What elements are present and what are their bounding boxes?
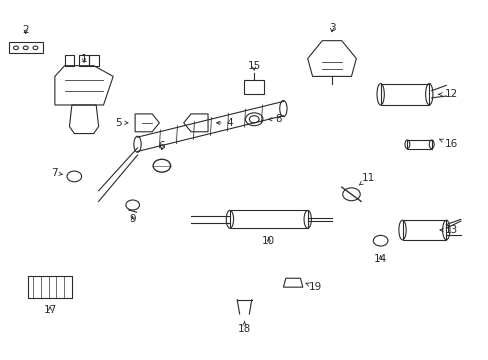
Text: 4: 4 [216, 118, 233, 128]
Text: 5: 5 [115, 118, 128, 128]
Text: 17: 17 [43, 305, 57, 315]
Text: 1: 1 [81, 54, 87, 64]
Text: 14: 14 [373, 253, 386, 264]
Text: 8: 8 [268, 114, 281, 124]
Text: 12: 12 [438, 89, 457, 99]
Text: 11: 11 [358, 173, 374, 185]
Text: 6: 6 [158, 141, 165, 151]
Text: 18: 18 [237, 321, 251, 334]
Text: 13: 13 [439, 225, 457, 235]
Text: 16: 16 [438, 139, 457, 149]
Text: 3: 3 [328, 23, 335, 33]
Text: 10: 10 [262, 236, 275, 246]
Text: 19: 19 [305, 282, 321, 292]
Text: 15: 15 [247, 61, 260, 71]
Text: 2: 2 [22, 25, 29, 35]
Text: 7: 7 [51, 168, 62, 178]
Text: 9: 9 [129, 214, 136, 224]
